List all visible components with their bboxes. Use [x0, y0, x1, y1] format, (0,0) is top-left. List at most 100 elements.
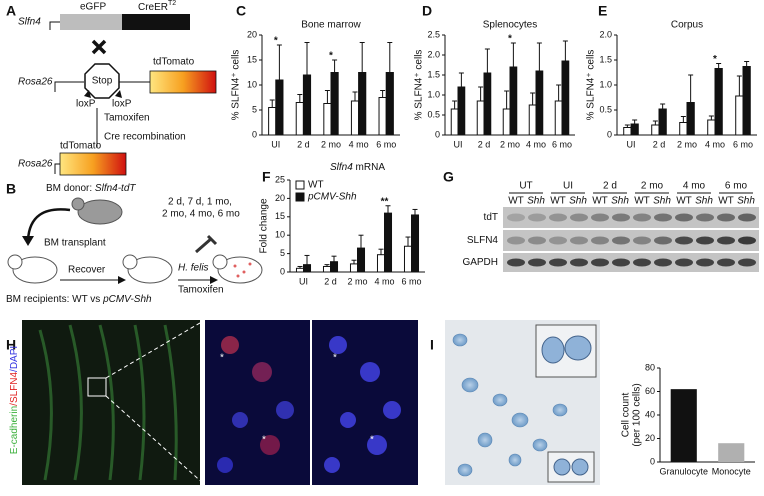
- time-label: 2 d, 7 d, 1 mo,: [168, 197, 232, 208]
- lane-label: WT: [550, 196, 566, 207]
- locus-label: Rosa26: [18, 159, 53, 170]
- band: [633, 258, 651, 267]
- y-tick-label: 25: [275, 174, 285, 184]
- lane-label: Shh: [569, 196, 587, 207]
- error-bar: [324, 90, 330, 104]
- error-bar: [269, 99, 275, 108]
- bar: [707, 119, 716, 136]
- bar: [350, 100, 360, 136]
- error-bar: [680, 116, 686, 123]
- y-tick-label: 0: [607, 129, 612, 139]
- group-label: UT: [519, 181, 532, 192]
- y-axis-label: % SLFN4⁺ cells: [231, 50, 242, 121]
- panel-letter: G: [443, 169, 454, 185]
- band: [717, 236, 735, 245]
- donor-strain: Slfn4-tdT: [95, 183, 136, 194]
- bar: [376, 254, 386, 273]
- bar: [302, 74, 312, 136]
- error-bar: [458, 72, 464, 87]
- error-bar: [716, 63, 722, 69]
- panel-b: B BM donor: Slfn4-tdT BM transplant Reco…: [6, 181, 263, 305]
- stop-label: Stop: [92, 76, 113, 87]
- x-tick-label: UI: [627, 139, 636, 149]
- error-bar: [276, 44, 282, 80]
- y-axis-label: Fold change: [259, 198, 270, 253]
- tdtomato-box: [59, 152, 127, 176]
- bar: [323, 103, 332, 136]
- band: [696, 258, 714, 267]
- legend-swatch: [295, 192, 305, 202]
- cell: [553, 458, 571, 476]
- y-tick-label: 0.5: [427, 109, 440, 119]
- y-axis-label: (per 100 cells): [632, 383, 643, 446]
- error-bar: [478, 86, 484, 101]
- recipient-mouse: [12, 256, 58, 284]
- band: [612, 213, 630, 222]
- y-tick-label: 0: [252, 129, 257, 139]
- band: [570, 213, 588, 222]
- y-tick-label: 80: [645, 362, 655, 372]
- bar: [403, 245, 413, 273]
- band: [507, 258, 525, 267]
- nuclei: [324, 336, 401, 473]
- y-tick-label: 1.0: [427, 89, 440, 99]
- x-tick-label: 2 d: [478, 139, 491, 149]
- bar: [349, 263, 359, 273]
- y-tick-label: 15: [275, 211, 285, 221]
- error-bar: [484, 48, 490, 73]
- bar: [295, 267, 305, 273]
- y-tick-label: 60: [645, 386, 655, 396]
- zoom-box: [87, 377, 107, 397]
- error-bar: [358, 234, 364, 249]
- y-tick-label: 20: [645, 433, 655, 443]
- band: [507, 213, 525, 222]
- band: [528, 258, 546, 267]
- significance: *: [508, 34, 512, 45]
- mouse-head: [212, 254, 228, 270]
- error-bar: [624, 124, 630, 128]
- y-axis-label: Cell count: [621, 393, 632, 438]
- x-tick-label: UI: [454, 139, 463, 149]
- group-label: UI: [563, 181, 573, 192]
- cell: [571, 458, 589, 476]
- panel-letter: I: [430, 337, 434, 353]
- error-bar: [452, 100, 458, 109]
- error-bar: [660, 103, 666, 109]
- band: [696, 213, 714, 222]
- bar: [358, 72, 367, 136]
- tdtomato-box: [149, 70, 217, 94]
- bar: [502, 108, 511, 136]
- star: *: [220, 353, 224, 364]
- infection-label: H. felis: [178, 263, 209, 274]
- bar: [357, 247, 366, 273]
- error-bar: [387, 42, 393, 73]
- significance: *: [274, 36, 278, 47]
- band: [528, 236, 546, 245]
- bar: [509, 66, 518, 136]
- error-bar: [556, 84, 562, 101]
- y-tick-label: 1.0: [599, 79, 612, 89]
- band: [675, 236, 693, 245]
- group-label: 2 d: [603, 181, 617, 192]
- error-bar: [385, 205, 391, 214]
- mouse-head: [122, 254, 138, 270]
- nuclei: [217, 336, 294, 473]
- x-tick-label: 2 mo: [347, 276, 367, 286]
- bar: [561, 60, 570, 136]
- error-bar: [380, 90, 386, 98]
- bar: [554, 100, 563, 136]
- group-label: 6 mo: [725, 181, 748, 192]
- bar: [303, 264, 312, 273]
- y-tick-label: 5: [280, 248, 285, 258]
- lane-label: Shh: [695, 196, 713, 207]
- egfp-box: [60, 14, 122, 30]
- cross: [91, 39, 107, 55]
- error-bar: [412, 208, 418, 215]
- stain-slfn4: /SLFN4: [9, 371, 20, 405]
- band: [675, 213, 693, 222]
- error-bar: [708, 115, 714, 120]
- band: [570, 258, 588, 267]
- arrow-head: [210, 276, 218, 284]
- x-tick-label: 2 mo: [677, 139, 697, 149]
- band: [717, 258, 735, 267]
